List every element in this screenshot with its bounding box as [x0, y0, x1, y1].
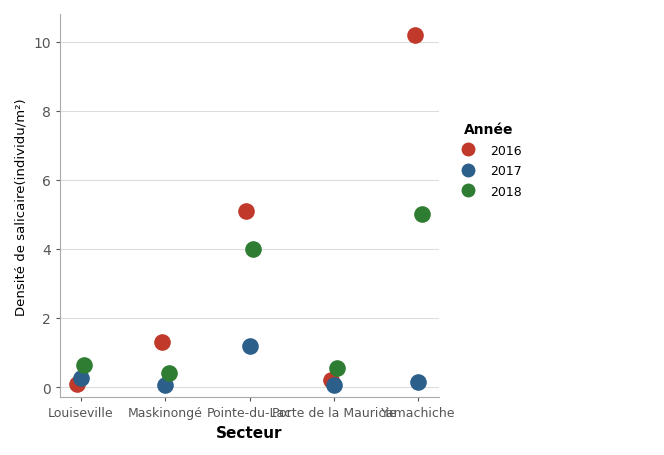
- 2016: [72, 380, 83, 387]
- Legend: 2016, 2017, 2018: 2016, 2017, 2018: [449, 117, 528, 205]
- 2017: [244, 342, 255, 349]
- 2017: [329, 382, 339, 389]
- 2018: [163, 369, 174, 376]
- 2016: [157, 339, 167, 346]
- 2017: [160, 382, 171, 389]
- 2016: [410, 32, 420, 39]
- 2017: [76, 375, 86, 382]
- Y-axis label: Densité de salicaire(individu/m²): Densité de salicaire(individu/m²): [15, 98, 28, 315]
- 2018: [332, 364, 343, 372]
- 2017: [413, 379, 424, 386]
- X-axis label: Secteur: Secteur: [216, 425, 283, 440]
- 2016: [325, 377, 336, 384]
- 2016: [241, 208, 252, 215]
- 2018: [416, 211, 427, 218]
- 2018: [79, 361, 90, 369]
- 2018: [248, 246, 258, 253]
